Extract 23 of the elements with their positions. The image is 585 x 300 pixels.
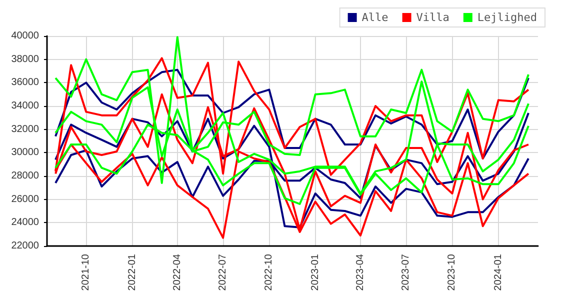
y-tick-label: 30000 (11, 147, 40, 158)
x-tick-label: 2024-01 (492, 254, 504, 291)
legend-label: Lejlighed (477, 11, 538, 24)
y-tick-label: 28000 (11, 170, 40, 182)
y-tick-label: 36000 (11, 77, 40, 88)
x-tick-label: 2022-04 (172, 254, 183, 291)
y-tick-label: 22000 (11, 240, 40, 252)
x-tick-label: 2023-01 (310, 254, 321, 291)
y-tick-label: 32000 (11, 124, 40, 135)
y-tick-label: 26000 (11, 194, 40, 205)
y-tick-label: 38000 (11, 54, 40, 65)
x-tick-label: 2022-01 (126, 254, 138, 291)
x-tick-label: 2023-07 (400, 254, 412, 291)
x-tick-label: 2022-07 (218, 254, 229, 291)
y-tick-label: 34000 (11, 100, 40, 112)
y-tick-label: 24000 (11, 217, 40, 228)
x-tick-label: 2023-10 (446, 254, 458, 291)
x-tick-label: 2023-04 (354, 254, 366, 291)
x-tick-label: 2022-10 (264, 254, 275, 291)
x-tick-label: 2021-10 (80, 254, 92, 291)
legend-label: Alle (362, 11, 388, 24)
legend-label: Villa (416, 11, 450, 24)
y-tick-label: 40000 (11, 30, 40, 42)
